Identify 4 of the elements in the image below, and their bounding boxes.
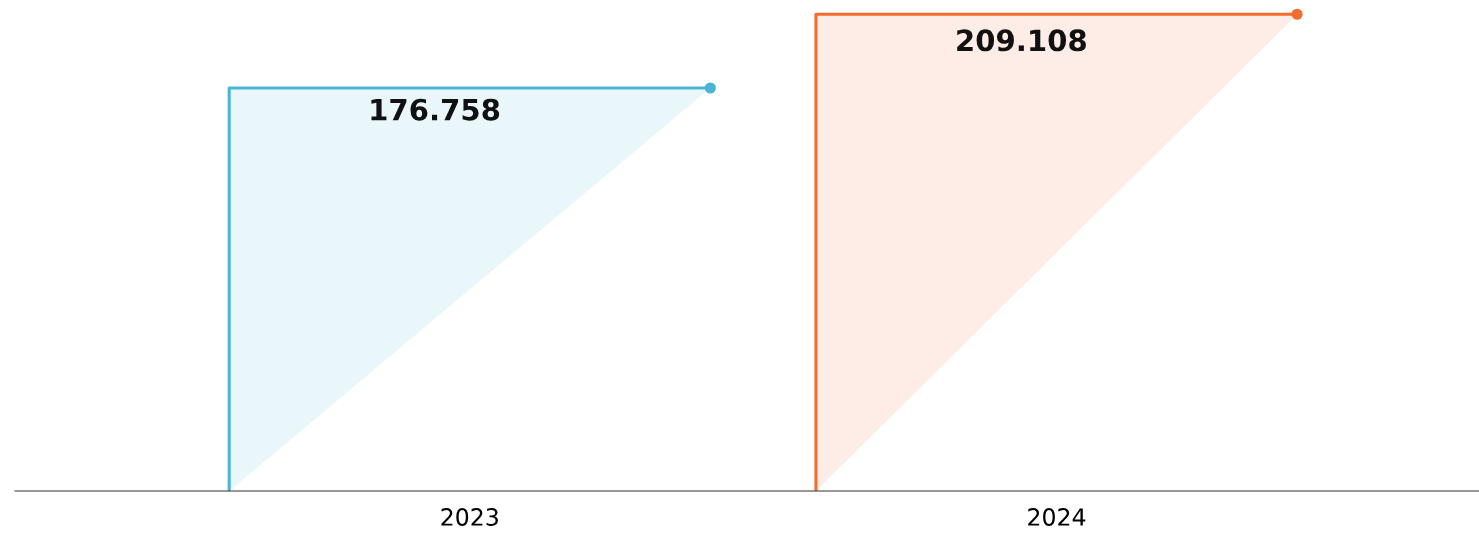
x-tick-label: 2023 — [441, 508, 498, 526]
x-tick-label: 2024 — [1028, 508, 1086, 526]
data-label: 176.758 — [371, 98, 500, 121]
data-label: 209.108 — [957, 29, 1086, 52]
